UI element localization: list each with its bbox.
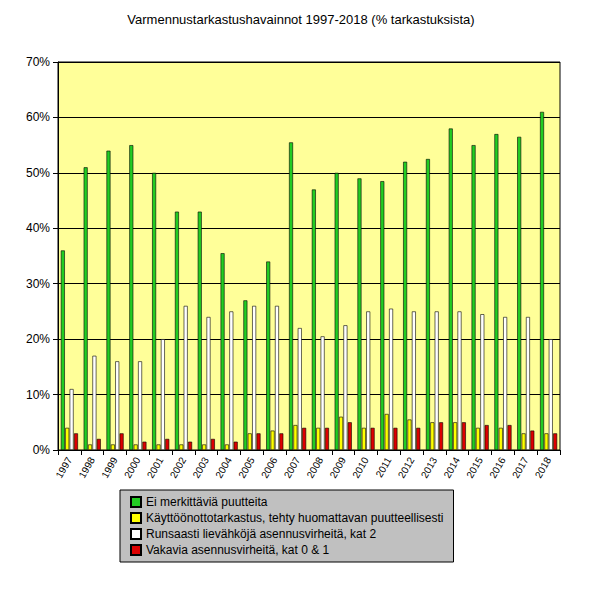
svg-text:2014: 2014 <box>441 455 462 480</box>
svg-text:Käyttöönottotarkastus, tehty h: Käyttöönottotarkastus, tehty huomattavan… <box>146 511 444 525</box>
svg-text:2013: 2013 <box>419 455 440 480</box>
svg-text:Vakavia asennusvirheitä, kat 0: Vakavia asennusvirheitä, kat 0 & 1 <box>146 543 330 557</box>
svg-text:20%: 20% <box>26 332 50 346</box>
svg-text:Ei merkittäviä puutteita: Ei merkittäviä puutteita <box>146 495 268 509</box>
svg-text:Varmennustarkastushavainnot 19: Varmennustarkastushavainnot 1997-2018 (%… <box>127 12 474 27</box>
svg-text:60%: 60% <box>26 110 50 124</box>
svg-text:2003: 2003 <box>190 455 211 480</box>
svg-text:2004: 2004 <box>213 455 234 480</box>
svg-text:2016: 2016 <box>487 455 508 480</box>
svg-text:10%: 10% <box>26 388 50 402</box>
svg-text:2012: 2012 <box>396 455 417 480</box>
svg-text:2018: 2018 <box>533 455 554 480</box>
svg-text:2008: 2008 <box>305 455 326 480</box>
svg-text:2005: 2005 <box>236 455 257 480</box>
svg-text:2001: 2001 <box>145 455 166 480</box>
svg-text:50%: 50% <box>26 166 50 180</box>
svg-text:2009: 2009 <box>327 455 348 480</box>
svg-text:70%: 70% <box>26 55 50 69</box>
svg-text:2000: 2000 <box>122 455 143 480</box>
svg-text:2011: 2011 <box>373 455 393 479</box>
svg-text:2002: 2002 <box>168 455 189 480</box>
svg-text:1997: 1997 <box>54 455 75 480</box>
svg-text:2015: 2015 <box>464 455 485 480</box>
svg-text:1998: 1998 <box>76 455 97 480</box>
svg-text:Runsaasti lievähköjä asennusvi: Runsaasti lievähköjä asennusvirheitä, ka… <box>146 527 376 541</box>
svg-text:2017: 2017 <box>510 455 531 480</box>
svg-text:30%: 30% <box>26 277 50 291</box>
svg-text:1999: 1999 <box>99 455 120 480</box>
svg-text:40%: 40% <box>26 221 50 235</box>
svg-text:0%: 0% <box>33 443 51 457</box>
svg-text:2006: 2006 <box>259 455 280 480</box>
svg-text:2010: 2010 <box>350 455 371 480</box>
svg-text:2007: 2007 <box>282 455 303 480</box>
